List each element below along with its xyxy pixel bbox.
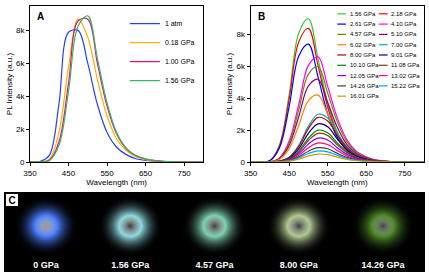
svg-text:Wavelength (nm): Wavelength (nm) (86, 178, 147, 187)
svg-text:8.00 GPa: 8.00 GPa (280, 260, 319, 270)
svg-text:14.26 GPa: 14.26 GPa (361, 260, 405, 270)
svg-text:PL Intensity (a.u.): PL Intensity (a.u.) (5, 52, 14, 115)
svg-text:1.56 GPa: 1.56 GPa (165, 77, 195, 84)
svg-text:C: C (8, 195, 15, 206)
svg-text:750: 750 (398, 169, 412, 178)
svg-text:15.22 GPa: 15.22 GPa (391, 83, 420, 89)
svg-text:450: 450 (282, 169, 296, 178)
svg-text:6k: 6k (237, 62, 246, 71)
svg-text:550: 550 (321, 169, 335, 178)
svg-text:650: 650 (360, 169, 374, 178)
svg-text:4.10 GPa: 4.10 GPa (391, 21, 417, 27)
svg-text:0.18 GPa: 0.18 GPa (165, 39, 195, 46)
svg-text:6.02 GPa: 6.02 GPa (350, 42, 376, 48)
svg-text:B: B (258, 11, 265, 22)
svg-text:0: 0 (20, 158, 25, 167)
svg-text:1 atm: 1 atm (165, 20, 183, 27)
svg-text:2k: 2k (16, 125, 25, 134)
svg-text:7.00 GPa: 7.00 GPa (391, 42, 417, 48)
svg-text:350: 350 (23, 169, 37, 178)
svg-text:2.61 GPa: 2.61 GPa (350, 21, 376, 27)
svg-text:450: 450 (62, 169, 76, 178)
svg-text:6k: 6k (16, 59, 25, 68)
svg-text:9.01 GPa: 9.01 GPa (391, 52, 417, 58)
svg-text:10.10 GPa: 10.10 GPa (350, 62, 379, 68)
svg-text:0: 0 (241, 158, 246, 167)
svg-text:8.00 GPa: 8.00 GPa (350, 52, 376, 58)
svg-text:350: 350 (244, 169, 258, 178)
svg-text:PL Intensity (a.u.): PL Intensity (a.u.) (225, 52, 234, 115)
svg-text:4.57 GPa: 4.57 GPa (350, 31, 376, 37)
svg-text:2.18 GPa: 2.18 GPa (391, 11, 417, 17)
svg-text:1.00 GPa: 1.00 GPa (165, 58, 195, 65)
svg-text:650: 650 (139, 169, 153, 178)
svg-text:4k: 4k (16, 92, 25, 101)
svg-text:8k: 8k (16, 26, 25, 35)
svg-text:5.10 GPa: 5.10 GPa (391, 31, 417, 37)
svg-text:2k: 2k (237, 126, 246, 135)
svg-text:13.02 GPa: 13.02 GPa (391, 73, 420, 79)
svg-text:8k: 8k (237, 30, 246, 39)
svg-text:11.08 GPa: 11.08 GPa (391, 62, 420, 68)
svg-text:0 GPa: 0 GPa (33, 260, 60, 270)
svg-text:4k: 4k (237, 94, 246, 103)
svg-text:1.56 GPa: 1.56 GPa (350, 11, 376, 17)
svg-text:12.05 GPa: 12.05 GPa (350, 73, 379, 79)
svg-text:Wavelength (nm): Wavelength (nm) (307, 178, 368, 187)
svg-text:1.56 GPa: 1.56 GPa (111, 260, 150, 270)
svg-text:4.57 GPa: 4.57 GPa (195, 260, 234, 270)
svg-text:750: 750 (177, 169, 191, 178)
svg-text:16.01 GPa: 16.01 GPa (350, 93, 379, 99)
svg-text:14.26 GPa: 14.26 GPa (350, 83, 379, 89)
svg-text:550: 550 (100, 169, 114, 178)
svg-text:A: A (37, 11, 44, 22)
